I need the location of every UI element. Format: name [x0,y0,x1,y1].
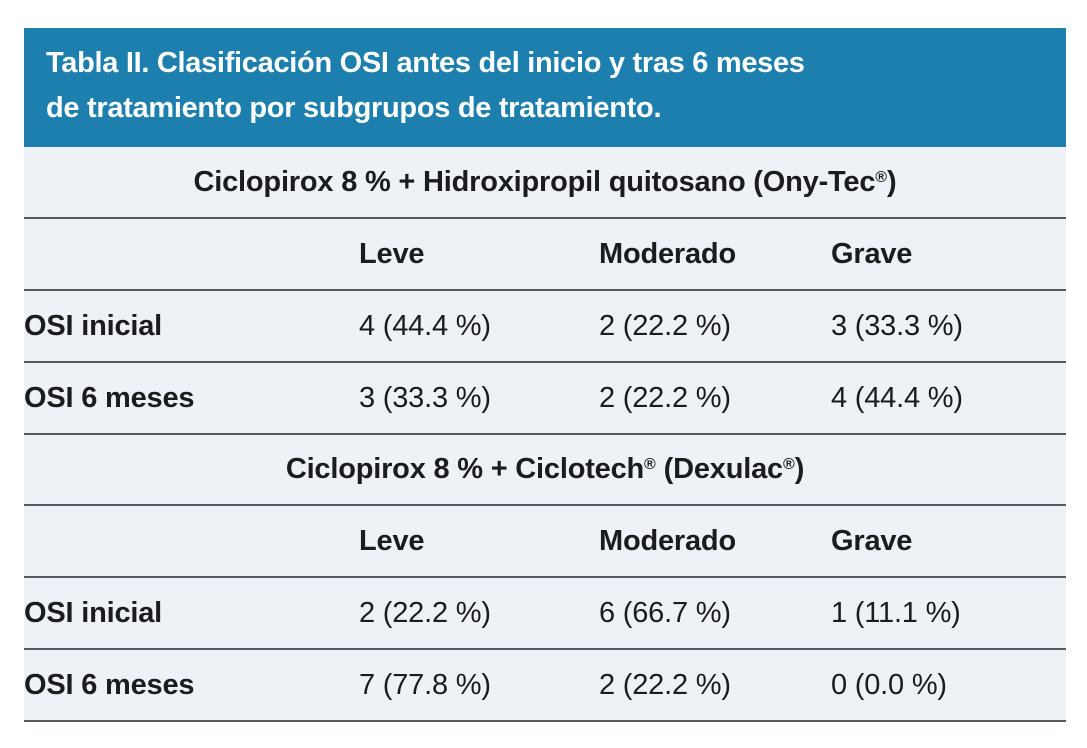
column-header-empty [24,218,359,291]
column-header-grave: Grave [831,218,1066,291]
table-row-osi-6-meses: OSI 6 meses 7 (77.8 %) 2 (22.2 %) 0 (0.0… [24,649,1066,722]
column-header-grave: Grave [831,505,1066,578]
cell-value: 7 (77.8 %) [359,649,599,722]
cell-value: 2 (22.2 %) [599,362,831,435]
section-title-text: (Dexulac [655,453,784,485]
row-label: OSI 6 meses [24,649,359,722]
cell-value: 1 (11.1 %) [831,577,1066,650]
section-title-text: ) [794,453,805,485]
column-header-moderado: Moderado [599,218,831,291]
cell-value: 4 (44.4 %) [359,290,599,363]
section-title-text: ) [887,165,897,198]
section-title-text: Ciclopirox 8 % + Hidroxipropil quitosano… [193,165,876,198]
section-header-dexulac: Ciclopirox 8 % + Ciclotech® (Dexulac®) [24,434,1066,506]
cell-value: 2 (22.2 %) [359,577,599,650]
cell-value: 2 (22.2 %) [599,649,831,722]
table-row-osi-6-meses: OSI 6 meses 3 (33.3 %) 2 (22.2 %) 4 (44.… [24,362,1066,435]
section-title-text: Ciclopirox 8 % + Ciclotech [285,453,645,485]
registered-trademark-icon: ® [875,168,887,186]
cell-value: 4 (44.4 %) [831,362,1066,435]
table-row-osi-inicial: OSI inicial 2 (22.2 %) 6 (66.7 %) 1 (11.… [24,577,1066,650]
figure-title-band: Tabla II. Clasificación OSI antes del in… [24,28,1066,147]
section-header-row-onytec: Ciclopirox 8 % + Hidroxipropil quitosano… [24,147,1066,219]
row-label: OSI inicial [24,290,359,363]
figure-title-line-2: de tratamiento por subgrupos de tratamie… [46,92,662,124]
section-header-onytec: Ciclopirox 8 % + Hidroxipropil quitosano… [24,147,1066,219]
column-header-empty [24,505,359,578]
registered-trademark-icon: ® [782,456,795,474]
column-header-moderado: Moderado [599,505,831,578]
figure-title-line-1: Tabla II. Clasificación OSI antes del in… [46,47,805,79]
column-header-row: Leve Moderado Grave [24,218,1066,291]
registered-trademark-icon: ® [644,456,656,474]
row-label: OSI inicial [24,577,359,650]
column-header-leve: Leve [359,218,599,291]
section-header-row-dexulac: Ciclopirox 8 % + Ciclotech® (Dexulac®) [24,434,1066,506]
cell-value: 3 (33.3 %) [359,362,599,435]
cell-value: 2 (22.2 %) [599,290,831,363]
table-row-osi-inicial: OSI inicial 4 (44.4 %) 2 (22.2 %) 3 (33.… [24,290,1066,363]
cell-value: 6 (66.7 %) [599,577,831,650]
cell-value: 3 (33.3 %) [831,290,1066,363]
cell-value: 0 (0.0 %) [831,649,1066,722]
table-figure: Tabla II. Clasificación OSI antes del in… [24,28,1066,722]
osi-classification-table: Ciclopirox 8 % + Hidroxipropil quitosano… [24,147,1066,722]
column-header-leve: Leve [359,505,599,578]
row-label: OSI 6 meses [24,362,359,435]
column-header-row: Leve Moderado Grave [24,505,1066,578]
